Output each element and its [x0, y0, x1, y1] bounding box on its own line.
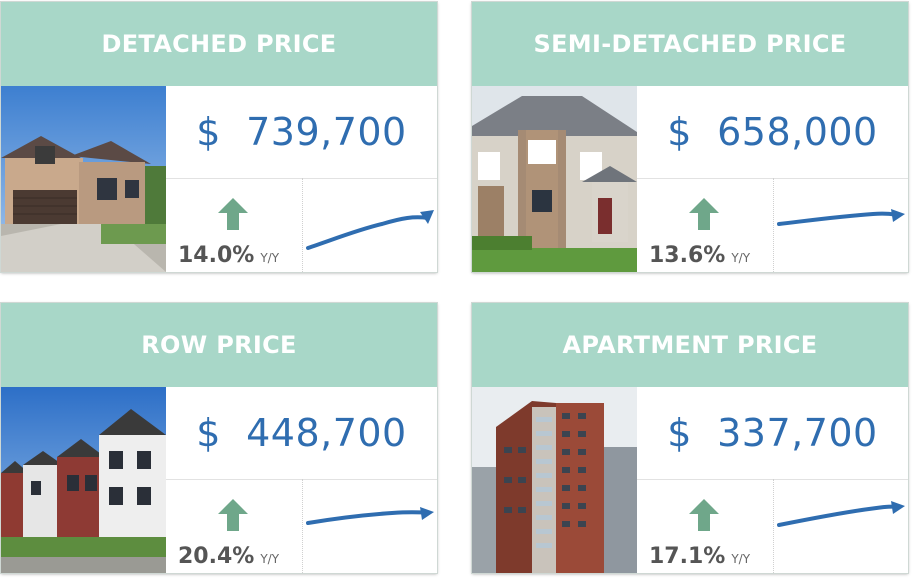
card-detached: DETACHED PRICE: [1, 2, 437, 272]
price-box: $ 337,700: [637, 387, 908, 480]
card-header: ROW PRICE: [1, 303, 437, 387]
card-row: ROW PRICE: [1, 303, 437, 573]
change-box: 13.6% Y/Y: [637, 178, 774, 272]
card-title: ROW PRICE: [141, 331, 297, 359]
price-box: $ 658,000: [637, 86, 908, 179]
card-header: APARTMENT PRICE: [472, 303, 908, 387]
change-box: 17.1% Y/Y: [637, 479, 774, 573]
change-box: 20.4% Y/Y: [166, 479, 303, 573]
trend-sparkline: [302, 178, 437, 272]
apartment-tower-photo: [472, 387, 637, 573]
trend-sparkline: [773, 178, 908, 272]
card-header: SEMI-DETACHED PRICE: [472, 2, 908, 86]
price-value: $ 739,700: [196, 110, 407, 154]
change-percent: 13.6%: [649, 243, 726, 268]
card-title: APARTMENT PRICE: [562, 331, 818, 359]
semi-detached-house-photo: [472, 86, 637, 272]
card-title: SEMI-DETACHED PRICE: [533, 30, 847, 58]
price-value: $ 337,700: [667, 411, 878, 455]
change-unit: Y/Y: [260, 552, 280, 566]
card-title: DETACHED PRICE: [101, 30, 337, 58]
price-box: $ 448,700: [166, 387, 437, 480]
arrow-up-icon: [689, 499, 719, 531]
price-value: $ 658,000: [667, 110, 878, 154]
change-unit: Y/Y: [731, 552, 751, 566]
card-header: DETACHED PRICE: [1, 2, 437, 86]
detached-house-photo: [1, 86, 166, 272]
change-unit: Y/Y: [731, 251, 751, 265]
trend-sparkline: [302, 479, 437, 573]
change-box: 14.0% Y/Y: [166, 178, 303, 272]
arrow-up-icon: [218, 499, 248, 531]
change-percent: 20.4%: [178, 544, 255, 569]
change-percent: 14.0%: [178, 243, 255, 268]
price-box: $ 739,700: [166, 86, 437, 179]
row-houses-photo: [1, 387, 166, 573]
arrow-up-icon: [218, 198, 248, 230]
change-unit: Y/Y: [260, 251, 280, 265]
card-semi-detached: SEMI-DETACHED PRICE: [472, 2, 908, 272]
trend-sparkline: [773, 479, 908, 573]
card-apartment: APARTMENT PRICE: [472, 303, 908, 573]
change-percent: 17.1%: [649, 544, 726, 569]
price-value: $ 448,700: [196, 411, 407, 455]
arrow-up-icon: [689, 198, 719, 230]
